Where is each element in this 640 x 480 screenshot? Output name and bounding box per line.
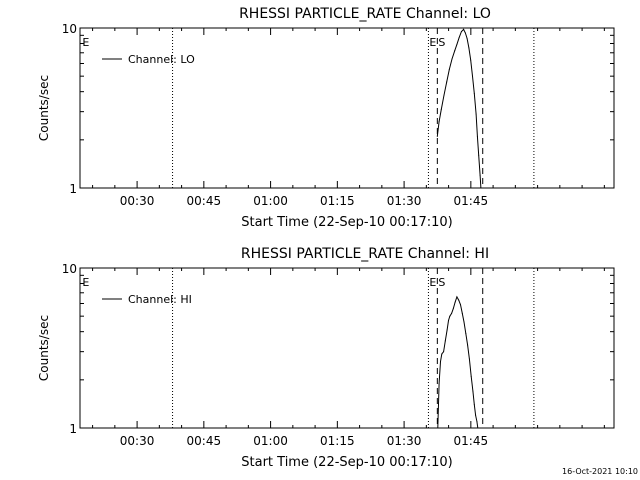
- legend-label: Channel: HI: [128, 293, 192, 306]
- data-point: [465, 332, 467, 334]
- data-point: [449, 315, 451, 317]
- data-point: [451, 312, 453, 314]
- data-point: [438, 382, 440, 384]
- data-point: [460, 31, 462, 33]
- data-point: [444, 340, 446, 342]
- data-point: [454, 50, 456, 52]
- x-tick-label: 01:00: [253, 194, 288, 208]
- data-point: [446, 81, 448, 83]
- x-axis-label: Start Time (22-Sep-10 00:17:10): [241, 455, 452, 470]
- x-tick-label: 01:45: [454, 194, 489, 208]
- series-line: [436, 28, 482, 189]
- legend-label: Channel: LO: [128, 53, 195, 66]
- data-point: [480, 187, 482, 189]
- data-point: [467, 344, 469, 346]
- data-point: [463, 321, 465, 323]
- data-point: [448, 320, 449, 321]
- data-point: [468, 47, 470, 49]
- data-point: [458, 299, 460, 301]
- data-point: [440, 361, 441, 363]
- data-point: [468, 358, 470, 360]
- data-point: [463, 28, 465, 30]
- event-marker-label: S: [438, 36, 445, 49]
- y-tick-label: 1: [69, 422, 77, 436]
- event-marker-label: S: [438, 276, 445, 289]
- data-point: [456, 43, 458, 45]
- data-point: [443, 351, 445, 353]
- x-tick-label: 00:30: [120, 434, 155, 448]
- data-point: [476, 420, 478, 422]
- data-point: [458, 37, 460, 39]
- plot-frame: [79, 267, 615, 429]
- data-point: [446, 329, 448, 331]
- x-tick-label: 01:15: [320, 194, 355, 208]
- data-point: [443, 94, 445, 96]
- data-point: [437, 427, 439, 429]
- data-point: [473, 92, 475, 94]
- event-marker-label: E: [82, 276, 89, 289]
- x-axis-label: Start Time (22-Sep-10 00:17:10): [241, 215, 452, 230]
- x-tick-label: 01:30: [387, 434, 422, 448]
- data-point: [440, 108, 442, 110]
- series-line: [437, 295, 479, 429]
- data-point: [441, 353, 443, 355]
- event-marker-label: E: [429, 276, 436, 289]
- x-tick-label: 01:15: [320, 434, 355, 448]
- x-tick-label: 01:00: [253, 434, 288, 448]
- data-point: [470, 375, 472, 377]
- y-tick-label: 10: [62, 262, 77, 276]
- data-point: [456, 296, 458, 298]
- data-point: [438, 121, 440, 123]
- data-point: [451, 58, 453, 60]
- footer-timestamp: 16-Oct-2021 10:10: [562, 467, 638, 476]
- data-point: [452, 307, 454, 309]
- data-point: [461, 312, 463, 314]
- x-tick-label: 01:30: [387, 194, 422, 208]
- data-point: [470, 59, 472, 61]
- data-point: [436, 135, 438, 137]
- data-point: [472, 390, 474, 392]
- data-point: [479, 174, 481, 176]
- data-point: [472, 75, 473, 77]
- event-marker-label: E: [82, 36, 89, 49]
- data-point: [460, 304, 461, 306]
- chart-title: RHESSI PARTICLE_RATE Channel: HI: [241, 246, 489, 262]
- data-point: [476, 135, 478, 137]
- data-point: [475, 414, 477, 416]
- data-point: [478, 154, 480, 156]
- plot-frame: [79, 27, 615, 189]
- y-tick-label: 10: [62, 22, 77, 36]
- x-tick-label: 00:45: [187, 434, 222, 448]
- x-tick-label: 01:45: [454, 434, 489, 448]
- data-point: [477, 427, 479, 429]
- y-axis-label: Counts/sec: [37, 75, 51, 141]
- y-axis-label: Counts/sec: [37, 315, 51, 381]
- data-point: [454, 301, 456, 303]
- data-point: [448, 69, 450, 70]
- x-tick-label: 00:30: [120, 194, 155, 208]
- data-point: [466, 38, 468, 39]
- data-point: [473, 404, 475, 406]
- event-marker-label: E: [429, 36, 436, 49]
- chart-title: RHESSI PARTICLE_RATE Channel: LO: [239, 6, 491, 22]
- x-tick-label: 00:45: [187, 194, 222, 208]
- data-point: [475, 113, 477, 115]
- data-point: [464, 32, 466, 34]
- y-tick-label: 1: [69, 182, 77, 196]
